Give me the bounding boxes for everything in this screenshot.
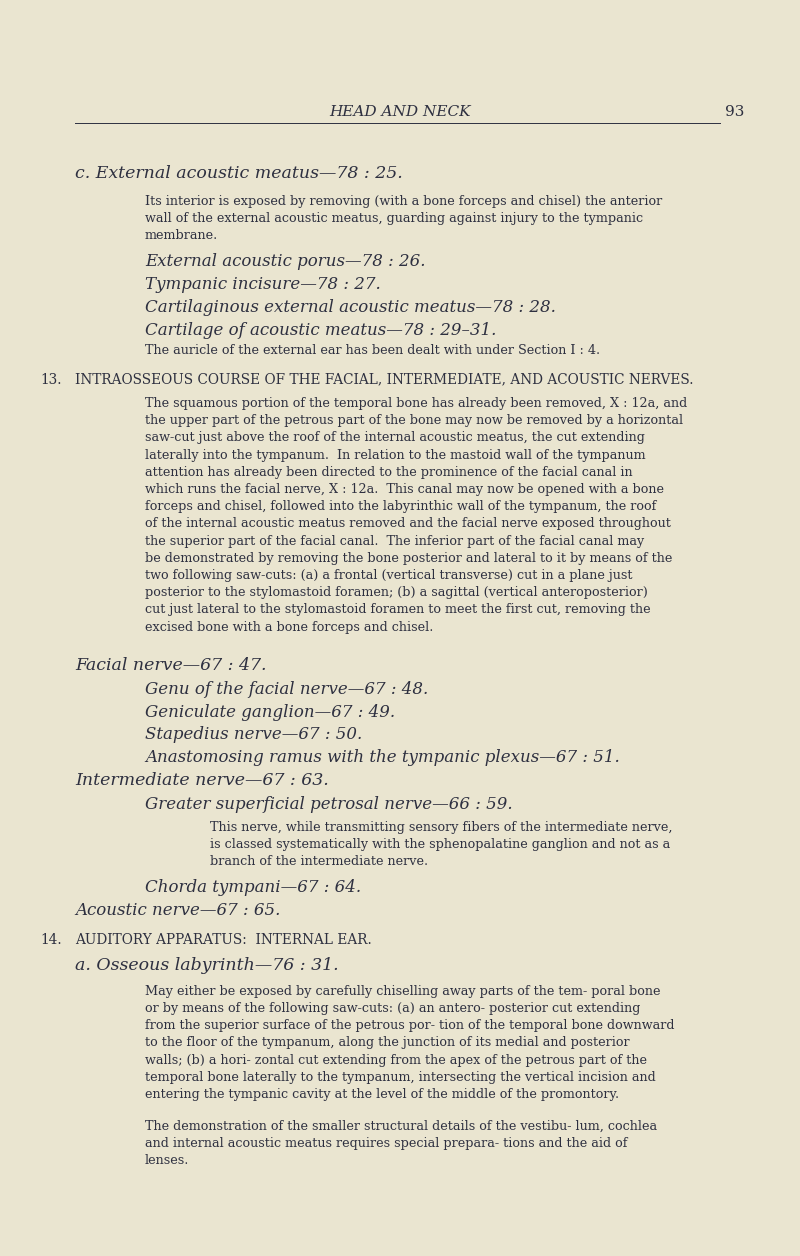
Text: Greater superficial petrosal nerve—66 : 59.: Greater superficial petrosal nerve—66 : …: [145, 796, 513, 813]
Text: The auricle of the external ear has been dealt with under Section I : 4.: The auricle of the external ear has been…: [145, 344, 600, 358]
Text: HEAD AND NECK: HEAD AND NECK: [330, 106, 470, 119]
Text: The squamous portion of the temporal bone has already been removed, X : 12a, and: The squamous portion of the temporal bon…: [145, 397, 687, 633]
Text: The demonstration of the smaller structural details of the vestibu- lum, cochlea: The demonstration of the smaller structu…: [145, 1120, 657, 1167]
Text: Anastomosing ramus with the tympanic plexus—67 : 51.: Anastomosing ramus with the tympanic ple…: [145, 750, 620, 766]
Text: This nerve, while transmitting sensory fibers of the intermediate nerve,
is clas: This nerve, while transmitting sensory f…: [210, 820, 673, 868]
Text: INTRAOSSEOUS COURSE OF THE FACIAL, INTERMEDIATE, AND ACOUSTIC NERVES.: INTRAOSSEOUS COURSE OF THE FACIAL, INTER…: [75, 373, 694, 387]
Text: Facial nerve—67 : 47.: Facial nerve—67 : 47.: [75, 657, 266, 674]
Text: a. Osseous labyrinth—76 : 31.: a. Osseous labyrinth—76 : 31.: [75, 957, 338, 975]
Text: Cartilage of acoustic meatus—78 : 29–31.: Cartilage of acoustic meatus—78 : 29–31.: [145, 322, 496, 339]
Text: c. External acoustic meatus—78 : 25.: c. External acoustic meatus—78 : 25.: [75, 165, 402, 182]
Text: Chorda tympani—67 : 64.: Chorda tympani—67 : 64.: [145, 879, 361, 896]
Text: Tympanic incisure—78 : 27.: Tympanic incisure—78 : 27.: [145, 276, 381, 293]
Text: Its interior is exposed by removing (with a bone forceps and chisel) the anterio: Its interior is exposed by removing (wit…: [145, 195, 662, 242]
Text: Geniculate ganglion—67 : 49.: Geniculate ganglion—67 : 49.: [145, 703, 395, 721]
Text: Cartilaginous external acoustic meatus—78 : 28.: Cartilaginous external acoustic meatus—7…: [145, 299, 556, 315]
Text: Intermediate nerve—67 : 63.: Intermediate nerve—67 : 63.: [75, 772, 329, 789]
Text: Genu of the facial nerve—67 : 48.: Genu of the facial nerve—67 : 48.: [145, 681, 428, 698]
Text: AUDITORY APPARATUS:  INTERNAL EAR.: AUDITORY APPARATUS: INTERNAL EAR.: [75, 933, 372, 947]
Text: External acoustic porus—78 : 26.: External acoustic porus—78 : 26.: [145, 254, 426, 270]
Text: 93: 93: [725, 106, 744, 119]
Text: Stapedius nerve—67 : 50.: Stapedius nerve—67 : 50.: [145, 726, 362, 744]
Text: Acoustic nerve—67 : 65.: Acoustic nerve—67 : 65.: [75, 902, 280, 919]
Text: 14.: 14.: [40, 933, 62, 947]
Text: 13.: 13.: [40, 373, 62, 387]
Text: May either be exposed by carefully chiselling away parts of the tem- poral bone
: May either be exposed by carefully chise…: [145, 985, 674, 1102]
